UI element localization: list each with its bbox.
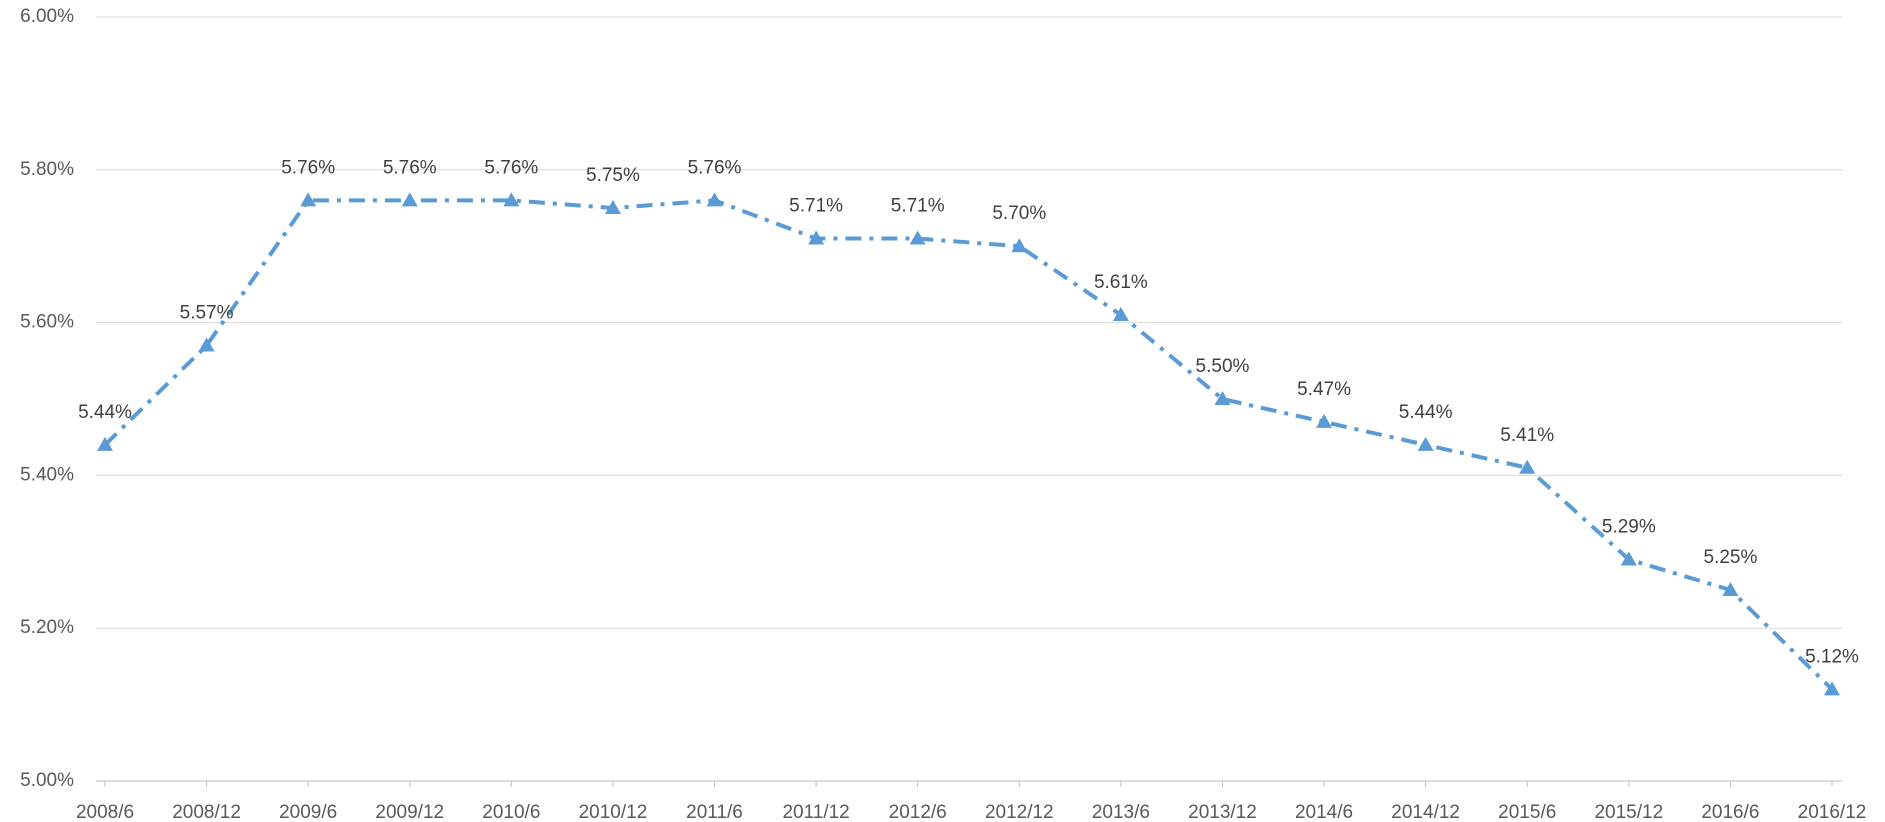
x-tick-label: 2014/6 [1295, 802, 1353, 822]
data-label: 5.76% [688, 157, 742, 178]
x-tick-label: 2011/6 [686, 802, 743, 822]
x-tick-label: 2009/6 [279, 802, 337, 822]
marker [1824, 681, 1840, 696]
x-tick-label: 2016/6 [1701, 802, 1759, 822]
y-tick-label: 6.00% [20, 6, 74, 27]
data-label: 5.76% [383, 157, 437, 178]
data-label: 5.75% [586, 165, 640, 186]
x-tick-label: 2013/12 [1188, 802, 1257, 822]
data-label: 5.12% [1805, 646, 1859, 667]
data-label: 5.57% [180, 303, 234, 324]
marker [706, 192, 723, 207]
data-label: 5.44% [78, 402, 132, 423]
x-tick-label: 2013/6 [1092, 802, 1150, 822]
data-label: 5.70% [992, 203, 1046, 224]
x-tick-label: 2010/6 [482, 802, 540, 822]
y-tick-label: 5.00% [20, 770, 74, 791]
x-tick-label: 2015/6 [1498, 802, 1556, 822]
x-tick-label: 2009/12 [375, 802, 444, 822]
marker [97, 436, 113, 451]
marker [1316, 413, 1333, 428]
data-label: 5.50% [1196, 356, 1250, 377]
marker [1722, 582, 1739, 596]
marker [604, 200, 621, 214]
x-tick-label: 2012/12 [985, 802, 1054, 822]
marker [1620, 551, 1637, 566]
data-label: 5.47% [1297, 379, 1351, 400]
data-label: 5.71% [891, 196, 945, 217]
marker [808, 230, 825, 245]
marker [198, 337, 215, 352]
x-tick-label: 2008/6 [76, 802, 134, 822]
marker [1214, 391, 1231, 405]
marker [401, 192, 418, 207]
y-tick-label: 5.40% [20, 464, 74, 485]
data-label: 5.76% [281, 157, 335, 178]
data-label: 5.71% [789, 196, 843, 217]
x-tick-label: 2015/12 [1594, 802, 1663, 822]
marker [300, 192, 317, 207]
data-label: 5.44% [1399, 402, 1453, 423]
y-tick-label: 5.60% [20, 312, 74, 333]
y-tick-label: 5.80% [20, 159, 74, 180]
marker [1417, 436, 1434, 451]
marker [503, 192, 520, 207]
marker [1011, 238, 1028, 253]
x-tick-label: 2008/12 [172, 802, 241, 822]
data-label: 5.29% [1602, 516, 1656, 537]
marker [909, 230, 926, 245]
data-label: 5.25% [1703, 547, 1757, 568]
line [103, 198, 1834, 691]
marker [1519, 459, 1536, 474]
marker [1112, 306, 1129, 321]
x-tick-label: 2011/12 [782, 802, 849, 822]
data-label: 5.61% [1094, 272, 1148, 293]
x-tick-label: 2010/12 [579, 802, 648, 822]
x-tick-label: 2016/12 [1798, 802, 1867, 822]
y-tick-label: 5.20% [20, 617, 74, 638]
data-label: 5.41% [1500, 425, 1554, 446]
x-tick-label: 2012/6 [889, 802, 947, 822]
data-label: 5.76% [484, 157, 538, 178]
x-tick-label: 2014/12 [1391, 802, 1460, 822]
